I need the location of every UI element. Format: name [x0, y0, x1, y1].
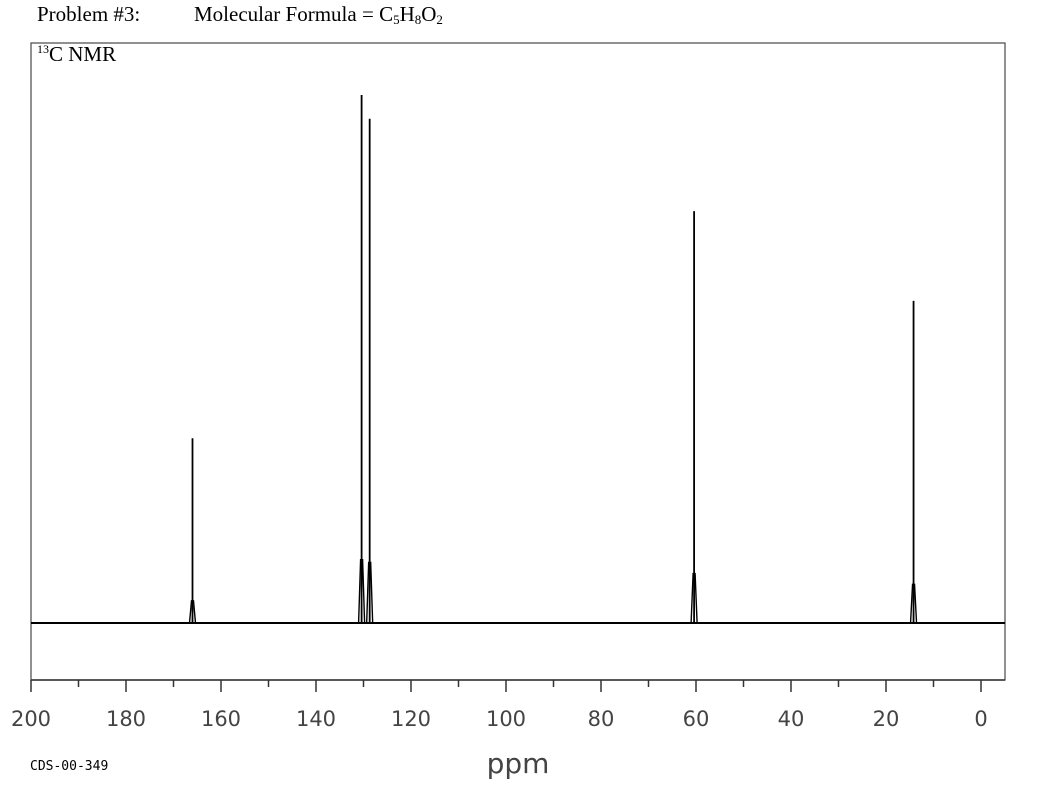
x-tick-label: 200: [11, 707, 51, 731]
x-axis-label: ppm: [487, 747, 550, 780]
spectrum-title-text: C NMR: [49, 42, 117, 66]
x-tick-label: 120: [391, 707, 431, 731]
plot-frame: [30, 42, 1006, 681]
formula-subscript: 8: [414, 12, 422, 27]
spectrum-title: 13C NMR: [37, 42, 116, 67]
spectrum-peak-base: [365, 561, 374, 624]
x-tick-label: 80: [588, 707, 615, 731]
formula-element: O: [421, 2, 437, 26]
formula-subscript: 2: [436, 12, 443, 27]
x-tick-label: 160: [201, 707, 241, 731]
problem-number: Problem #3:: [37, 2, 141, 26]
x-tick-label: 40: [778, 707, 805, 731]
x-tick-label: 0: [974, 707, 987, 731]
spectrum-code: CDS-00-349: [30, 759, 108, 774]
spectrum-peak-base: [188, 600, 197, 624]
formula-subscript: 5: [393, 12, 400, 27]
x-axis-ticks: 200 180 160 140 120 100 80 60 40 20 0: [11, 680, 988, 731]
formula-element: C: [379, 2, 394, 26]
spectrum-peak-base: [909, 583, 918, 624]
molecular-formula: C5H8O2: [379, 2, 443, 26]
x-tick-label: 100: [486, 707, 526, 731]
spectrum-peak-base: [690, 572, 698, 624]
x-tick-label: 60: [683, 707, 710, 731]
spectrum-peak-base: [357, 558, 366, 624]
formula-element: H: [399, 2, 415, 26]
formula-prefix: Molecular Formula =: [194, 2, 380, 26]
spectrum-peaks: [188, 95, 918, 624]
x-tick-label: 20: [873, 707, 900, 731]
isotope-superscript: 13: [37, 42, 49, 56]
x-tick-label: 180: [106, 707, 146, 731]
x-tick-label: 140: [296, 707, 336, 731]
problem-header: Problem #3: Molecular Formula = C5H8O2: [37, 2, 443, 27]
